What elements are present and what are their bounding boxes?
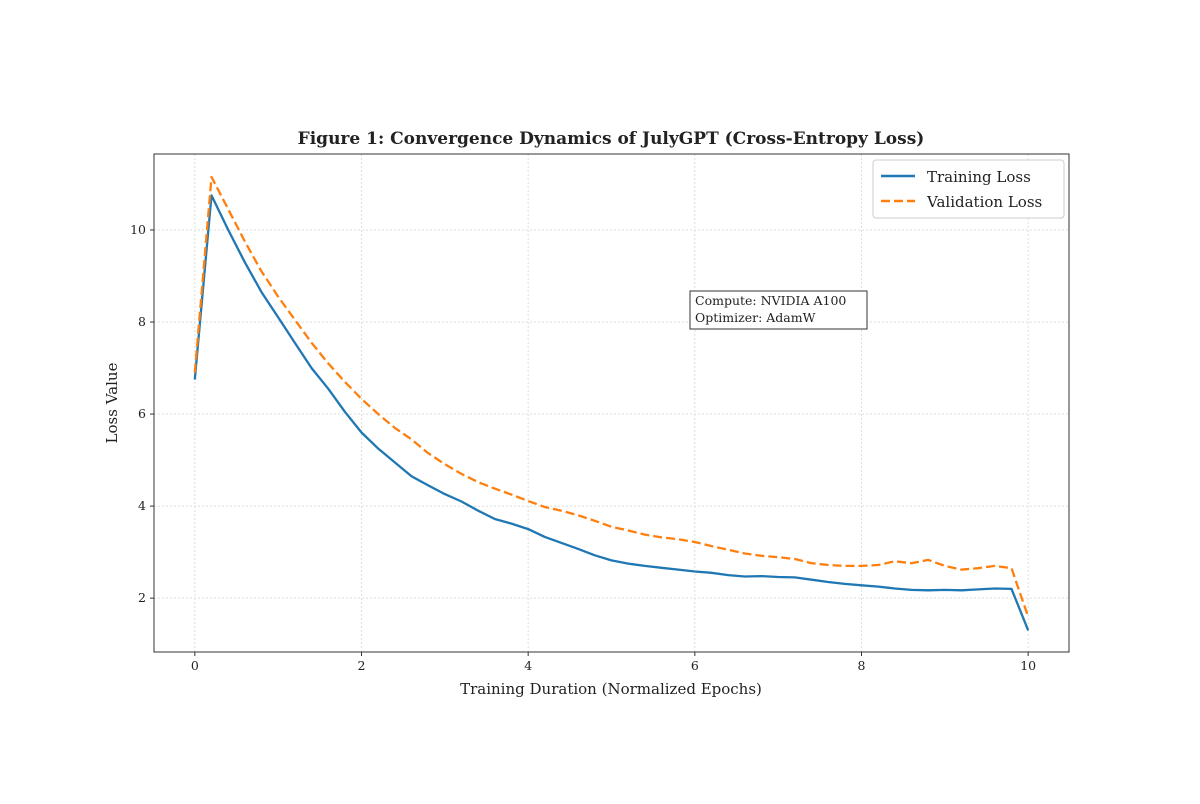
x-tick-label: 10 <box>1020 658 1036 673</box>
training-loss-line <box>193 194 1030 631</box>
y-axis-label: Loss Value <box>103 362 121 443</box>
legend: Training Loss Validation Loss <box>872 159 1065 219</box>
validation-loss-line <box>193 175 1030 618</box>
x-tick-label: 6 <box>691 658 699 673</box>
annotation-line-compute: Compute: NVIDIA A100 <box>695 293 846 308</box>
x-axis-ticks: 0 2 4 6 8 10 <box>191 652 1036 673</box>
y-tick-label: 6 <box>138 406 146 421</box>
chart-title: Figure 1: Convergence Dynamics of JulyGP… <box>298 129 925 149</box>
x-axis-label: Training Duration (Normalized Epochs) <box>460 680 762 698</box>
y-tick-label: 8 <box>138 314 146 329</box>
series-lines <box>193 175 1030 631</box>
y-tick-label: 4 <box>138 498 146 513</box>
annotation-line-optimizer: Optimizer: AdamW <box>695 310 816 325</box>
y-axis-ticks: 2 4 6 8 10 <box>130 222 154 605</box>
plot-frame <box>153 153 1070 653</box>
grid <box>154 154 1069 652</box>
legend-label-validation: Validation Loss <box>926 193 1042 211</box>
x-tick-label: 8 <box>858 658 866 673</box>
legend-label-training: Training Loss <box>927 168 1031 186</box>
x-tick-label: 4 <box>524 658 532 673</box>
annotation-box: Compute: NVIDIA A100 Optimizer: AdamW <box>689 290 868 330</box>
y-tick-label: 10 <box>130 222 146 237</box>
x-tick-label: 0 <box>191 658 199 673</box>
y-tick-label: 2 <box>138 590 146 605</box>
x-tick-label: 2 <box>358 658 366 673</box>
